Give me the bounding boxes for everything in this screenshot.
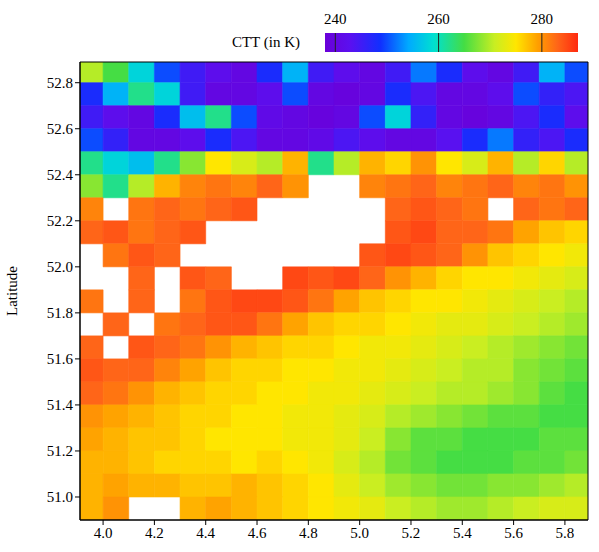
svg-text:5.8: 5.8 (556, 525, 575, 541)
svg-text:52.4: 52.4 (47, 167, 74, 183)
svg-text:4.6: 4.6 (248, 525, 267, 541)
svg-text:260: 260 (427, 11, 450, 27)
svg-text:4.2: 4.2 (145, 525, 164, 541)
svg-text:4.0: 4.0 (94, 525, 113, 541)
svg-text:5.0: 5.0 (350, 525, 369, 541)
svg-text:52.8: 52.8 (47, 75, 73, 91)
svg-text:240: 240 (324, 11, 347, 27)
svg-text:51.6: 51.6 (47, 351, 74, 367)
svg-text:Latitude: Latitude (4, 266, 20, 316)
svg-text:280: 280 (531, 11, 554, 27)
svg-text:4.4: 4.4 (196, 525, 215, 541)
svg-text:52.2: 52.2 (47, 213, 73, 229)
svg-text:52.6: 52.6 (47, 121, 74, 137)
svg-text:51.2: 51.2 (47, 443, 73, 459)
svg-text:51.4: 51.4 (47, 397, 74, 413)
svg-text:51.0: 51.0 (47, 489, 73, 505)
svg-text:5.6: 5.6 (504, 525, 523, 541)
svg-text:5.4: 5.4 (453, 525, 472, 541)
svg-text:5.2: 5.2 (402, 525, 421, 541)
svg-text:52.0: 52.0 (47, 259, 73, 275)
svg-text:51.8: 51.8 (47, 305, 73, 321)
svg-text:4.8: 4.8 (299, 525, 318, 541)
svg-text:CTT (in K): CTT (in K) (232, 34, 300, 51)
